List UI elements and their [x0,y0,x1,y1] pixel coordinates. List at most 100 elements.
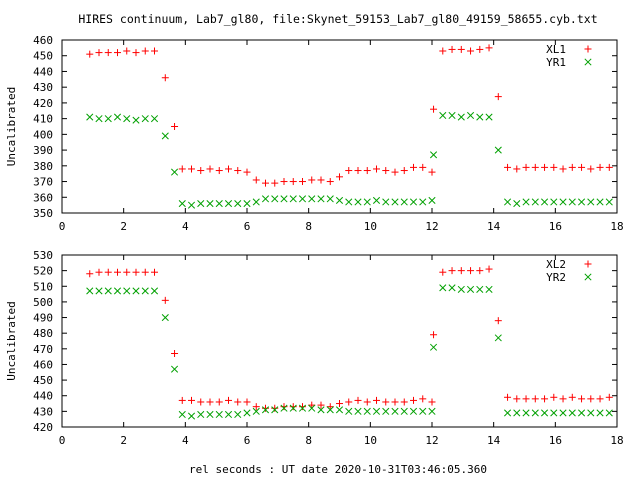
bottom-panel: 0 2 4 6 8 10 12 14 16 18 420 430 440 450 460 470 480 490 5… [5,249,624,447]
data-point-b [326,195,334,203]
data-point [559,198,567,206]
data-point-b [568,409,576,417]
data-point [141,47,149,55]
data-point [494,146,502,154]
data-point [161,74,169,82]
data-point [550,393,558,401]
data-point [280,195,288,203]
data-point [289,404,297,412]
y-tick-label: 520 [33,265,53,278]
data-point [271,195,279,203]
data-point [150,287,159,295]
x-tick-label: 12 [425,434,438,447]
data-point-b [150,287,159,295]
data-point [95,49,103,57]
data-point [513,165,521,173]
data-point [86,50,94,58]
data-point-b [540,409,549,417]
y-tick-label: 400 [33,128,53,141]
data-point-b [448,111,456,120]
x-tick-label: 0 [59,220,66,233]
data-point [485,265,493,273]
data-point-b [503,409,512,417]
data-point [522,198,530,206]
y-tick-label: 450 [33,50,53,63]
data-point-b [363,407,371,415]
chart-title: HIRES continuum, Lab7_gl80, file:Skynet_… [78,12,597,26]
data-point-b [170,168,179,176]
y-tick-label: 430 [33,81,53,94]
data-point [391,198,399,206]
x-tick-label: 12 [425,220,438,233]
data-point [400,167,408,175]
data-point [531,395,539,403]
data-point-b [86,287,94,295]
data-point [123,115,131,123]
data-point [457,285,465,293]
data-point [372,407,381,415]
data-point-b [123,115,131,123]
data-point [354,396,362,404]
data-point [280,178,288,186]
data-point [448,111,456,120]
data-point [171,123,179,130]
data-point [400,398,408,406]
data-point [419,395,427,403]
data-point-b [178,410,186,419]
x-tick-label: 8 [305,220,312,233]
data-point [550,163,558,171]
data-point [485,113,493,121]
data-point [308,176,316,184]
data-point [317,195,325,203]
data-point-b [448,284,456,292]
y-tick-label: 430 [33,405,53,418]
x-tick-label: 2 [120,434,127,447]
data-point-b [317,195,325,203]
data-point [382,167,390,175]
data-point [150,115,159,123]
data-point [531,198,539,206]
data-point [485,44,493,52]
data-point-b [382,198,390,206]
data-point-b [513,409,521,417]
data-point [345,198,353,206]
data-point-b [428,196,436,204]
data-point-b [298,195,307,203]
x-tick-label: 6 [244,220,251,233]
data-point [587,165,595,173]
data-point-b [503,198,512,206]
data-point [559,395,567,403]
data-point-b [485,285,493,293]
data-point-b [261,406,270,414]
data-point [197,410,205,419]
data-point [429,343,438,351]
legend-marker [584,58,592,66]
data-point-b [308,404,316,412]
data-point-b [605,409,613,417]
data-point-b [95,115,103,123]
data-point-b [550,198,558,206]
data-point [522,163,530,171]
data-point [252,407,260,415]
data-point-b [197,410,205,419]
data-point-b [308,195,316,203]
data-point [485,285,493,293]
data-point-b [419,407,427,415]
data-point [550,198,558,206]
data-point [271,406,279,414]
y-tick-label: 410 [33,113,53,126]
data-point [504,393,512,401]
data-point [114,49,121,57]
x-tick-label: 4 [182,434,189,447]
x-axis-label: rel seconds : UT date 2020-10-31T03:46:0… [189,463,487,476]
legend-label: XL2 [546,258,566,271]
data-point-b [550,409,558,417]
data-point [86,287,94,295]
x-tick-label: 6 [244,434,251,447]
series-xl2 [86,265,613,412]
data-point [391,407,399,415]
data-point-b [568,198,576,206]
data-point [171,350,179,358]
data-point [336,173,343,181]
data-point [531,163,539,171]
